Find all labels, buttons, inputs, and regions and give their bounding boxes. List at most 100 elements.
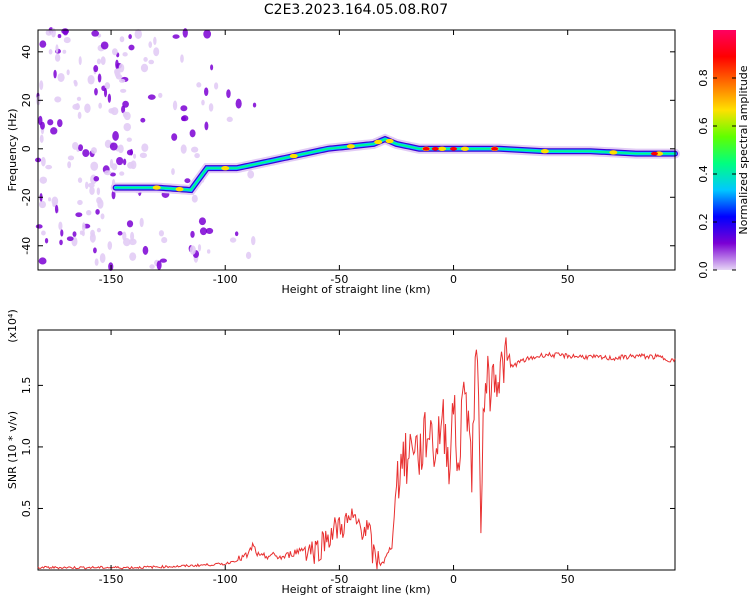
spectrogram-noise-point <box>66 236 74 242</box>
spectrogram-noise-point <box>180 115 186 122</box>
spectrogram-noise-point <box>57 72 65 82</box>
spectrogram-noise-point <box>48 49 53 55</box>
spectrogram-noise-point <box>147 94 156 100</box>
spectrogram-noise-point <box>247 170 255 179</box>
spectrogram-noise-point <box>122 52 128 57</box>
x-tick-label: -100 <box>213 573 238 586</box>
spectrogram-noise-point <box>119 78 126 83</box>
spectrogram-noise-point <box>226 89 231 99</box>
ridge-hotspot <box>346 144 355 149</box>
ridge-hotspot <box>540 149 549 154</box>
spectrogram-noise-point <box>130 231 135 242</box>
spectrogram-noise-point <box>118 63 125 73</box>
spectrogram-noise-point <box>61 28 70 35</box>
spectrogram-noise-point <box>226 116 233 123</box>
spectrogram-noise-point <box>194 153 200 159</box>
spectrogram-noise-point <box>103 170 112 176</box>
y-tick-label: 1.5 <box>20 377 33 395</box>
spectrogram-frame <box>37 29 676 271</box>
spectrogram-noise-point <box>112 48 118 56</box>
spectrogram-noise-point <box>44 237 49 244</box>
spectrogram-noise-point <box>82 149 90 158</box>
spectrogram-noise-point <box>245 251 252 260</box>
spectrogram-noise-point <box>39 134 44 143</box>
spectrogram-noise-point <box>54 53 61 62</box>
spectrogram-noise-point <box>196 82 202 88</box>
spectrogram-noise-point <box>81 222 86 232</box>
spectrogram-x-ticks: -150 -100 -50 0 50 <box>99 30 575 286</box>
spectrogram-panel: -150 -100 -50 0 50 -40 -20 0 20 40 Height of str… <box>6 27 680 296</box>
spectrogram-noise-point <box>122 100 129 108</box>
spectrogram-noise-point <box>140 63 149 73</box>
spectrogram-noise-point <box>100 56 106 65</box>
spectrogram-noise-point <box>78 56 82 66</box>
spectrogram-noise-point <box>123 158 127 166</box>
colorbar-tick-label: 0.6 <box>697 117 710 135</box>
y-tick-label: -40 <box>20 237 33 255</box>
colorbar-label: Normalized spectral amplitude <box>737 65 750 234</box>
spectrogram-noise-point <box>140 117 146 123</box>
spectrogram-noise-point <box>158 230 165 237</box>
spectrogram-noise-point <box>41 156 46 167</box>
x-tick-label: -150 <box>99 573 124 586</box>
snr-series-line <box>37 337 676 570</box>
x-tick-label: -150 <box>99 273 124 286</box>
spectrogram-noise-point <box>53 69 57 79</box>
colorbar-gradient <box>713 30 736 270</box>
spectrogram-noise-point <box>47 119 54 126</box>
y-tick-label: 40 <box>20 45 33 59</box>
spectrogram-y-ticks: -40 -20 0 20 40 <box>20 45 675 255</box>
spectrogram-noise-point <box>180 105 188 112</box>
spectrogram-noise-point <box>111 163 118 171</box>
spectrogram-noise-point <box>148 41 153 48</box>
spectrogram-noise-point <box>77 199 83 206</box>
spectrogram-noise-point <box>119 36 125 43</box>
ridge-hotspot <box>438 146 447 151</box>
spectrogram-noise-point <box>126 137 132 142</box>
spectrogram-noise-point <box>139 152 147 159</box>
spectrogram-noise-point <box>199 227 208 236</box>
spectrogram-noise-point <box>208 103 214 112</box>
spectrogram-noise-point <box>210 64 214 71</box>
spectrogram-noise-point <box>96 58 102 65</box>
spectrogram-noise-point <box>67 155 75 161</box>
spectrogram-noise-point <box>35 224 43 229</box>
spectrogram-noise-point <box>94 87 98 96</box>
spectrogram-noise-point <box>201 99 205 106</box>
spectrogram-noise-point <box>38 200 47 209</box>
spectrogram-noise-point <box>206 249 211 254</box>
spectrogram-noise-point <box>104 82 111 90</box>
ridge-hotspot <box>374 139 383 145</box>
spectrogram-noise-point <box>143 57 148 62</box>
spectrogram-noise-point <box>191 194 198 203</box>
spectrogram-noise-point <box>66 69 70 76</box>
spectrogram-noise-point <box>51 196 59 206</box>
snr-y-ticks: 0.5 1.0 1.5 <box>20 377 675 517</box>
spectrogram-noise-point <box>99 253 106 264</box>
spectrogram-noise-point <box>141 143 149 152</box>
spectrogram-noise-point <box>98 102 102 109</box>
spectrogram-noise-point <box>122 231 127 241</box>
spectrogram-noise-point <box>85 181 89 190</box>
y-tick-label: 1.0 <box>20 438 33 456</box>
spectrogram-noise-point <box>75 103 80 111</box>
y-tick-label: 20 <box>20 93 33 107</box>
y-tick-label: 0 <box>20 145 33 152</box>
spectrogram-scatter <box>35 27 257 272</box>
snr-panel: -150 -100 -50 0 50 0.5 1.0 1.5 Height of strai… <box>6 309 676 596</box>
spectrogram-noise-point <box>128 44 135 51</box>
spectrogram-noise-point <box>107 241 113 250</box>
spectrogram-noise-point <box>139 217 144 228</box>
spectrogram-noise-point <box>148 59 155 65</box>
spectrogram-noise-point <box>189 129 196 138</box>
snr-y-label: SNR (10 * v/v) <box>6 411 19 489</box>
spectrogram-x-label: Height of straight line (km) <box>281 283 430 296</box>
spectrogram-noise-point <box>156 260 162 270</box>
spectrogram-noise-point <box>159 258 167 263</box>
spectrogram-noise-point <box>116 156 124 166</box>
spectrogram-noise-point <box>54 96 62 103</box>
x-tick-label: 0 <box>450 273 457 286</box>
ridge-max <box>422 146 430 151</box>
spectrogram-noise-point <box>57 119 63 128</box>
spectrogram-noise-point <box>107 93 112 103</box>
